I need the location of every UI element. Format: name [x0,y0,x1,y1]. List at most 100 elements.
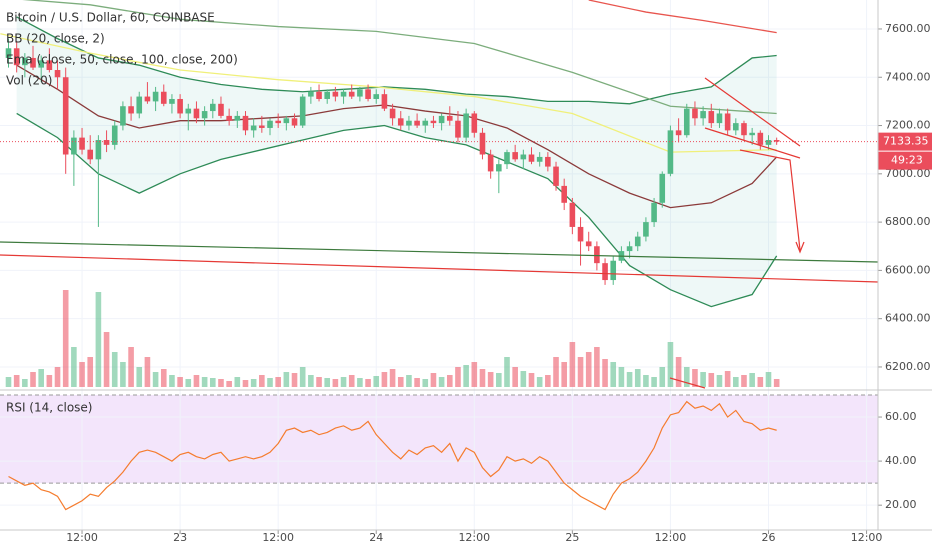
x-tick-label: 24 [369,531,383,544]
volume-bar [577,357,584,387]
volume-bar [5,377,12,387]
volume-bar [406,375,412,387]
x-tick-label: 12:00 [851,531,883,544]
candle-body [741,123,747,136]
candle-body [389,108,396,119]
candle-body [71,137,77,155]
candle-body [299,96,306,126]
candle-body [487,154,494,172]
volume-bar [545,375,551,387]
volume-bar [561,362,567,387]
volume-bar [332,379,339,387]
volume-bar [422,379,429,387]
volume-bar [95,292,102,387]
candle-body [357,89,363,97]
volume-bar [381,372,388,387]
candle-body [528,154,535,162]
countdown-label: 49:23 [891,154,923,167]
candle-body [438,115,445,124]
y-tick-label: 6800.00 [885,215,931,228]
candle-body [569,202,576,227]
candle-body [185,108,192,114]
candle-body [716,113,723,124]
volume-bar [757,377,764,387]
trend-line [0,254,879,283]
volume-bar [520,371,527,387]
candle-body [422,120,429,126]
candle-body [602,263,608,281]
volume-bar [275,377,281,387]
candle-body [22,57,28,66]
candle-body [520,154,527,160]
candle-body [120,106,126,126]
candle-body [136,96,143,114]
volume-bar [259,375,265,387]
candle-body [626,246,633,252]
candle-body [757,132,764,145]
candle-body [144,96,151,102]
candle-body [733,123,739,131]
candle-body [275,120,281,124]
rsi-band [0,395,878,484]
candle-body [643,222,649,237]
last-price-box [878,132,932,151]
volume-bar [348,375,355,387]
candle-body [577,226,584,242]
volume-bar [496,373,502,387]
volume-bar [773,379,780,387]
candle-body [152,91,159,102]
volume-bar [602,359,608,387]
candle-body [512,152,518,160]
x-tick-label: 12:00 [655,531,687,544]
x-tick-label: 12:00 [458,531,490,544]
volume-bar [209,378,216,387]
volume-bar [471,362,478,387]
volume-bar [291,373,298,387]
legend: Bitcoin / U.S. Dollar, 60, COINBASE BB (… [6,11,238,415]
candle-body [667,130,674,174]
candle-body [471,113,478,133]
candle-body [79,137,85,150]
volume-bar [54,367,61,387]
volume-bar [651,377,657,387]
candle-body [259,125,265,128]
ema-line [588,0,777,34]
x-tick-label: 23 [173,531,187,544]
candle-body [610,260,617,281]
candle-body [634,236,641,247]
volume-bar [446,375,453,387]
candle-body [38,60,44,68]
x-tick-label: 25 [565,531,579,544]
countdown-box [878,151,932,170]
candle-body [283,118,290,124]
candle-body [561,185,567,203]
volume-bar [144,357,151,387]
volume-bar [340,377,347,387]
volume-bar [87,357,94,387]
volume-bar [700,372,706,387]
candle-body [348,91,355,97]
candle-body [414,120,420,126]
candle-body [103,140,110,145]
candle-body [177,98,183,114]
candle-body [651,202,657,223]
candle-body [193,108,200,119]
volume-bar [193,375,200,387]
volume-bar [643,375,649,387]
candle-body [430,120,437,124]
volume-bar [308,375,314,387]
candle-body [316,91,322,99]
volume-bar [724,371,731,387]
volume-bar [324,378,331,387]
volume-bar [683,367,690,387]
volume-bar [455,367,461,387]
volume-bar [659,367,666,387]
volume-bar [250,379,257,387]
candle-body [553,166,559,186]
volume-bar [79,362,85,387]
y-tick-label: 60.00 [885,410,917,423]
candle-body [324,91,331,99]
candle-body [201,111,208,119]
y-tick-label: 6200.00 [885,360,931,373]
candle-body [594,246,600,264]
